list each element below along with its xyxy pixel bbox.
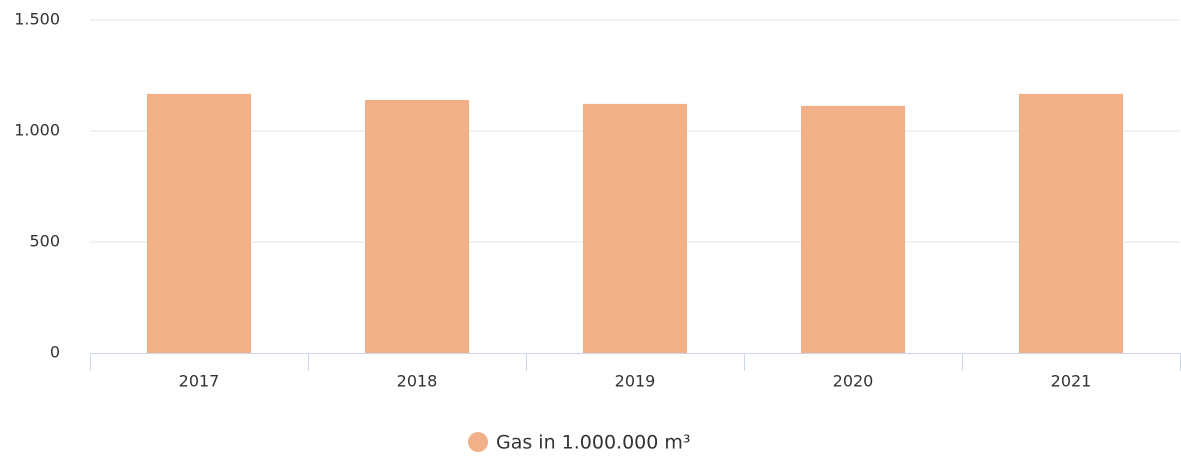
x-tick-label: 2020 bbox=[833, 372, 874, 391]
y-tick-label: 1.500 bbox=[14, 10, 60, 29]
x-tick-label: 2018 bbox=[397, 372, 438, 391]
bar bbox=[583, 103, 687, 353]
y-tick-label: 1.000 bbox=[14, 121, 60, 140]
x-tick-label: 2017 bbox=[179, 372, 220, 391]
legend-label: Gas in 1.000.000 m³ bbox=[496, 432, 691, 454]
y-tick-label: 500 bbox=[29, 232, 60, 251]
x-tick-label: 2019 bbox=[615, 372, 656, 391]
bar bbox=[801, 105, 905, 353]
y-tick-label: 0 bbox=[50, 343, 60, 362]
x-tick-label: 2021 bbox=[1051, 372, 1092, 391]
bar bbox=[147, 93, 251, 354]
legend-marker bbox=[468, 432, 488, 452]
bar bbox=[1019, 93, 1123, 354]
bar bbox=[365, 99, 469, 353]
